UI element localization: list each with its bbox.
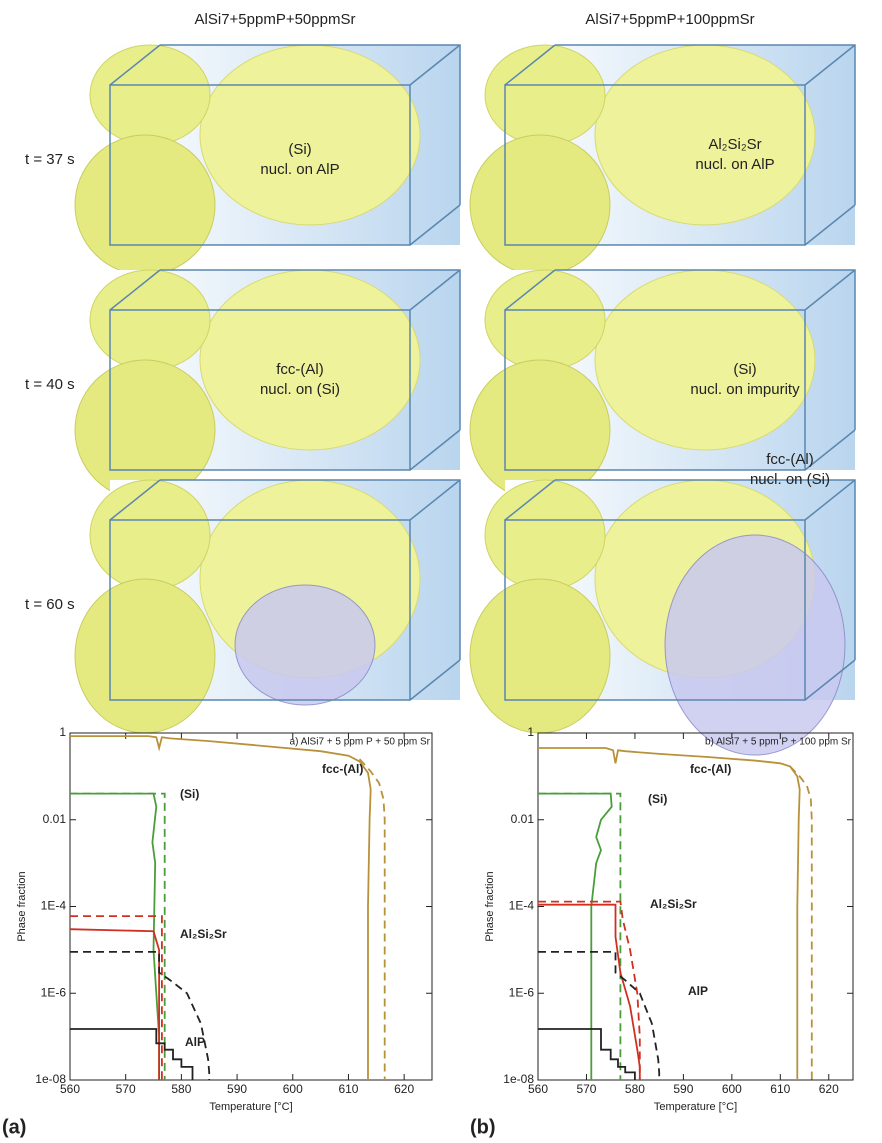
series-label: Al₂Si₂Sr (650, 897, 697, 911)
structure (235, 585, 375, 705)
figure: AlSi7+5ppmP+50ppmSr AlSi7+5ppmP+100ppmSr t… (0, 0, 882, 1143)
series-line (538, 902, 640, 1080)
x-tick-label: 610 (338, 1082, 358, 1096)
y-tick-label: 1e-08 (35, 1072, 66, 1086)
x-tick-label: 590 (673, 1082, 693, 1096)
y-axis-label: Phase fraction (16, 871, 28, 941)
grain (75, 579, 215, 733)
plot-frame (70, 733, 432, 1080)
series-label: Al₂Si₂Sr (180, 927, 227, 941)
grain (470, 360, 610, 500)
grain (200, 45, 420, 225)
grain (485, 480, 605, 590)
annotation: (Si) (288, 141, 311, 158)
annotation: nucl. on AlP (695, 156, 774, 173)
time-label: t = 37 s (25, 151, 75, 168)
time-label: t = 60 s (25, 596, 75, 613)
series-line (70, 916, 162, 1080)
series-label: fcc-(Al) (690, 762, 731, 776)
grain (485, 270, 605, 370)
annotation: nucl. on (Si) (260, 381, 340, 398)
time-label: t = 40 s (25, 376, 75, 393)
series-line (360, 759, 385, 1080)
x-axis-label: Temperature [°C] (654, 1101, 737, 1113)
x-tick-label: 600 (722, 1082, 742, 1096)
x-tick-label: 610 (770, 1082, 790, 1096)
grain (485, 45, 605, 145)
series-line (70, 952, 209, 1080)
structure (665, 535, 845, 755)
chart-title: a) AlSi7 + 5 ppm P + 50 ppm Sr (290, 737, 431, 748)
x-tick-label: 600 (283, 1082, 303, 1096)
y-tick-label: 0.01 (511, 812, 535, 826)
y-tick-label: 1E-4 (509, 899, 535, 913)
y-axis-label: Phase fraction (484, 871, 496, 941)
x-tick-label: 620 (394, 1082, 414, 1096)
series-label: AlP (185, 1035, 205, 1049)
column-title: AlSi7+5ppmP+50ppmSr (195, 11, 356, 28)
y-tick-label: 1e-08 (503, 1072, 534, 1086)
series-line (70, 1029, 193, 1080)
series-label: (Si) (180, 787, 199, 801)
x-tick-label: 590 (227, 1082, 247, 1096)
series-label: AlP (688, 984, 708, 998)
annotation: fcc-(Al) (276, 361, 324, 378)
x-tick-label: 580 (171, 1082, 191, 1096)
y-tick-label: 1 (527, 725, 534, 739)
annotation: nucl. on AlP (260, 161, 339, 178)
series-line (70, 794, 159, 1080)
annotation: nucl. on (Si) (750, 471, 830, 488)
y-tick-label: 1E-4 (41, 899, 67, 913)
panel-label: (a) (2, 1116, 26, 1138)
y-tick-label: 1 (59, 725, 66, 739)
grain (75, 360, 215, 500)
panel-label: (b) (470, 1116, 496, 1138)
chart-title: b) AlSi7 + 5 ppm P + 100 ppm Sr (705, 737, 852, 748)
y-tick-label: 0.01 (43, 812, 67, 826)
series-line (70, 794, 165, 1080)
x-tick-label: 570 (116, 1082, 136, 1096)
series-label: fcc-(Al) (322, 762, 363, 776)
grain (470, 135, 610, 275)
x-axis-label: Temperature [°C] (209, 1101, 292, 1113)
x-tick-label: 620 (819, 1082, 839, 1096)
series-line (538, 794, 620, 1080)
series-label: (Si) (648, 792, 667, 806)
annotation: Al₂Si₂Sr (708, 136, 761, 153)
grain (90, 270, 210, 370)
grain (595, 270, 815, 450)
series-line (790, 766, 812, 1080)
annotation: fcc-(Al) (766, 451, 814, 468)
column-title: AlSi7+5ppmP+100ppmSr (585, 11, 754, 28)
grain (595, 45, 815, 225)
y-tick-label: 1E-6 (509, 985, 535, 999)
grain (470, 579, 610, 733)
series-line (538, 952, 659, 1080)
y-tick-label: 1E-6 (41, 985, 67, 999)
annotation: nucl. on impurity (690, 381, 800, 398)
annotation: (Si) (733, 361, 756, 378)
series-line (538, 905, 640, 1080)
grain (75, 135, 215, 275)
x-tick-label: 580 (625, 1082, 645, 1096)
x-tick-label: 570 (576, 1082, 596, 1096)
grain (90, 480, 210, 590)
series-line (538, 748, 800, 1080)
grain (90, 45, 210, 145)
